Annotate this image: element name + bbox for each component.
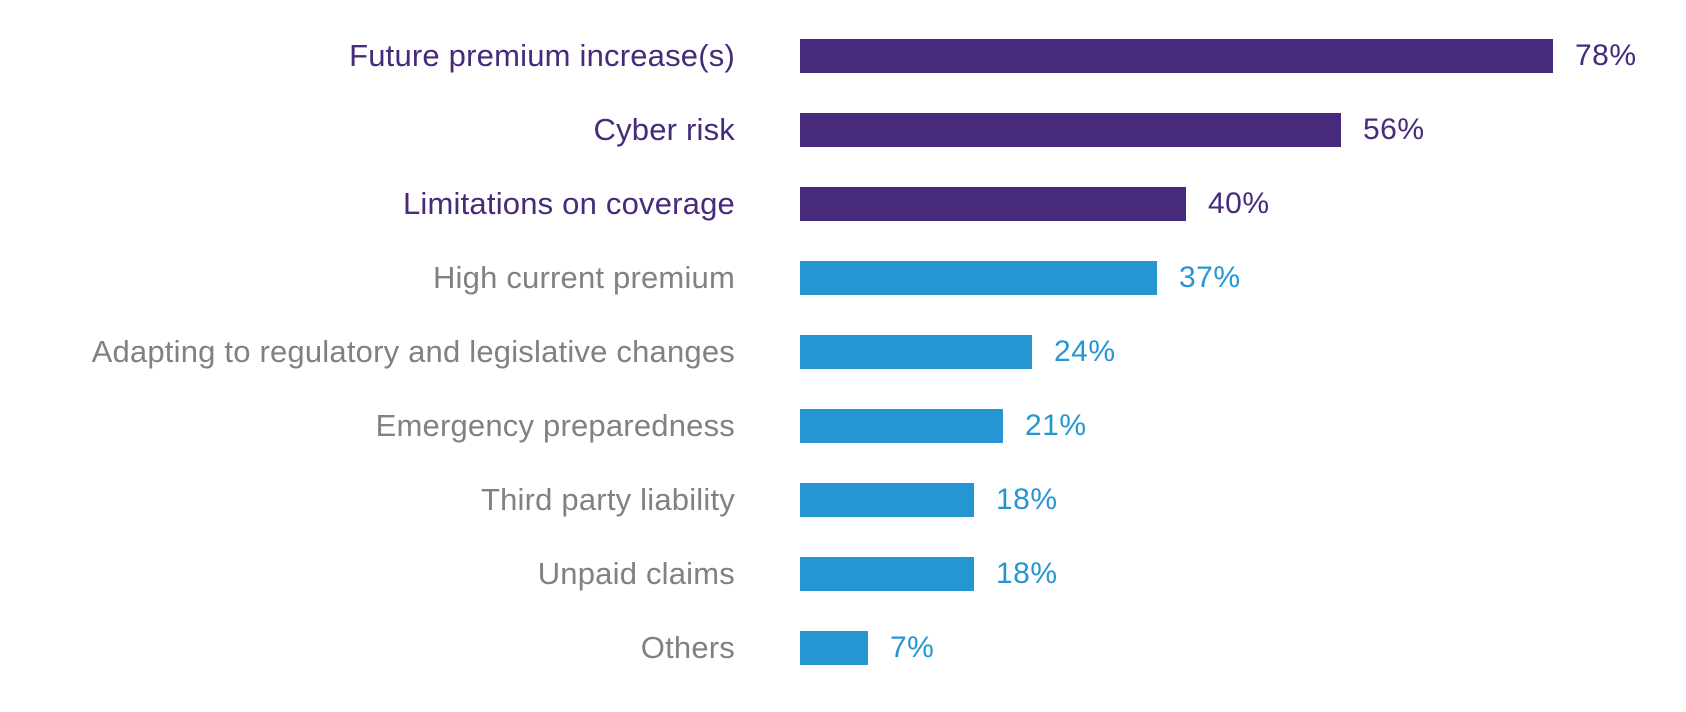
bar [800,39,1553,73]
bar [800,113,1341,147]
value-label: 18% [996,483,1058,516]
category-label: Adapting to regulatory and legislative c… [91,333,735,369]
value-label: 56% [1363,113,1425,146]
bar [800,557,974,591]
value-label: 7% [890,631,935,664]
category-label: Limitations on coverage [402,185,735,221]
chart-row: Unpaid claims 18% [0,537,1686,611]
category-label: Cyber risk [593,111,735,147]
chart-row: Adapting to regulatory and legislative c… [0,315,1686,389]
bar [800,335,1032,369]
category-label: Future premium increase(s) [349,37,735,73]
category-label: Unpaid claims [537,555,735,591]
bar-chart: Future premium increase(s) 78% Cyber risk 5… [0,19,1686,685]
chart-row: Cyber risk 56% [0,93,1686,167]
chart-row: Limitations on coverage 40% [0,167,1686,241]
category-label: Emergency preparedness [375,407,735,443]
value-label: 40% [1208,187,1270,220]
value-label: 18% [996,557,1058,590]
chart-row: Third party liability 18% [0,463,1686,537]
bar [800,261,1157,295]
bar [800,483,974,517]
category-label: Others [640,629,735,665]
chart-row: High current premium 37% [0,241,1686,315]
value-label: 24% [1054,335,1116,368]
bar [800,631,868,665]
chart-row: Emergency preparedness 21% [0,389,1686,463]
bar [800,187,1186,221]
value-label: 78% [1575,39,1637,72]
chart-row: Others 7% [0,611,1686,685]
value-label: 21% [1025,409,1087,442]
value-label: 37% [1179,261,1241,294]
bar [800,409,1003,443]
chart-row: Future premium increase(s) 78% [0,19,1686,93]
category-label: High current premium [432,259,735,295]
category-label: Third party liability [480,481,735,517]
